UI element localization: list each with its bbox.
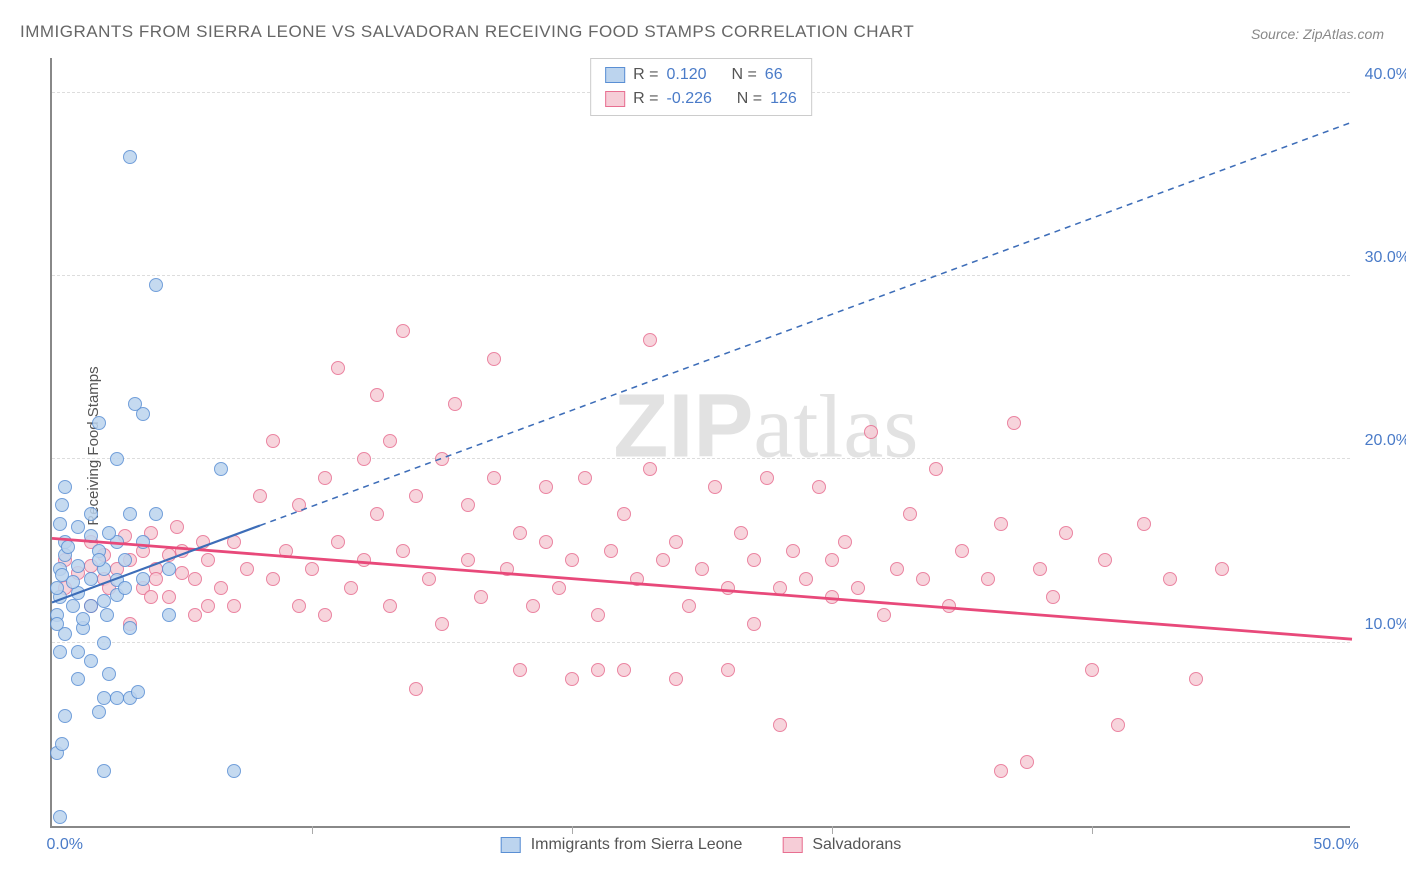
legend-item-b: Salvadorans (782, 836, 901, 854)
y-tick-label: 30.0% (1358, 249, 1406, 267)
y-tick-label: 10.0% (1358, 616, 1406, 634)
series-label-a: Immigrants from Sierra Leone (531, 836, 743, 854)
r-value-b: -0.226 (667, 87, 712, 111)
x-tick-minor (1092, 826, 1093, 834)
x-tick-minor (832, 826, 833, 834)
n-value-b: 126 (770, 87, 797, 111)
legend-row-a: R = 0.120 N = 66 (605, 63, 797, 87)
plot-area: ZIPatlas 10.0%20.0%30.0%40.0% 0.0%50.0% … (50, 58, 1350, 828)
y-tick-label: 20.0% (1358, 432, 1406, 450)
n-label-b: N = (737, 87, 762, 111)
legend-item-a: Immigrants from Sierra Leone (501, 836, 743, 854)
legend-row-b: R = -0.226 N = 126 (605, 87, 797, 111)
trend-line-b (52, 538, 1352, 639)
x-tick-minor (572, 826, 573, 834)
source-attribution: Source: ZipAtlas.com (1251, 26, 1384, 42)
x-tick-minor (312, 826, 313, 834)
r-label-a: R = (633, 63, 658, 87)
series-legend: Immigrants from Sierra Leone Salvadorans (501, 836, 902, 854)
chart-title: IMMIGRANTS FROM SIERRA LEONE VS SALVADOR… (20, 22, 914, 42)
n-value-a: 66 (765, 63, 783, 87)
swatch-a-bottom (501, 837, 521, 853)
r-label-b: R = (633, 87, 658, 111)
series-label-b: Salvadorans (812, 836, 901, 854)
y-tick-label: 40.0% (1358, 66, 1406, 84)
trend-lines (52, 58, 1350, 826)
x-tick-label: 50.0% (1313, 836, 1358, 854)
swatch-b (605, 91, 625, 107)
correlation-legend: R = 0.120 N = 66 R = -0.226 N = 126 (590, 58, 812, 116)
x-tick-label: 0.0% (47, 836, 83, 854)
trend-line-a-solid (52, 526, 260, 603)
swatch-b-bottom (782, 837, 802, 853)
swatch-a (605, 67, 625, 83)
n-label-a: N = (731, 63, 756, 87)
trend-line-a-dash (260, 122, 1352, 525)
r-value-a: 0.120 (667, 63, 707, 87)
